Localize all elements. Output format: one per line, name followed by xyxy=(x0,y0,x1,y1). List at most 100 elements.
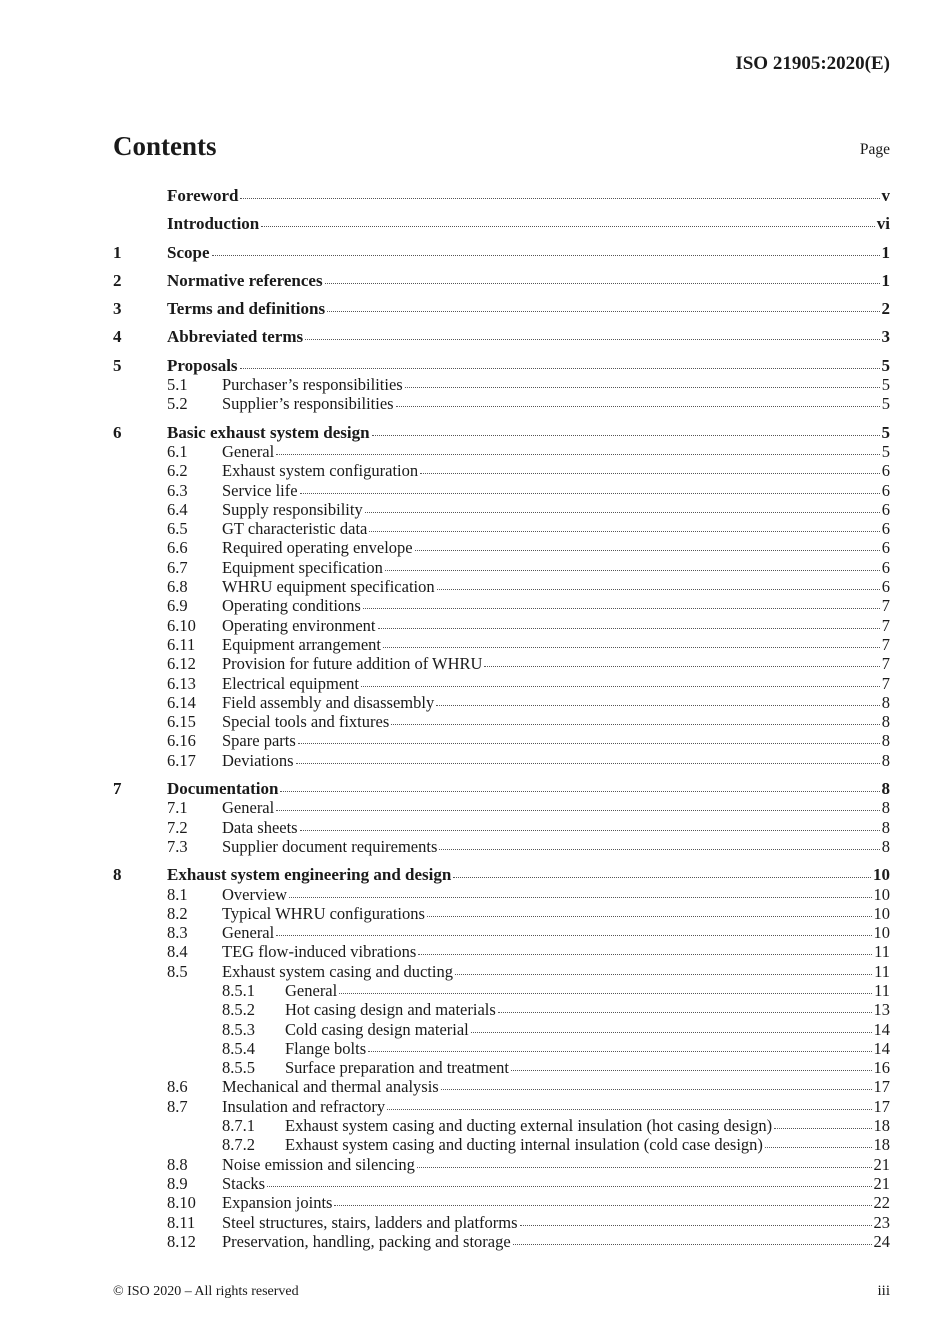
toc-entry[interactable]: 6.9 Operating conditions 7 xyxy=(113,596,890,615)
toc-entry-title: Introduction xyxy=(167,214,260,234)
toc-entry[interactable]: 8.7 Insulation and refractory 17 xyxy=(113,1097,890,1116)
dot-leader xyxy=(276,453,880,455)
toc-entry-page: 7 xyxy=(881,673,890,693)
toc-entry[interactable]: 7.1 General 8 xyxy=(113,798,890,817)
toc-entry[interactable]: 8.5.1 General 11 xyxy=(113,981,890,1000)
toc-entry[interactable]: 6.11 Equipment arrangement 7 xyxy=(113,635,890,654)
toc-entry-number: 7 xyxy=(113,779,122,799)
toc-entry[interactable]: 6.6 Required operating envelope 6 xyxy=(113,538,890,557)
dot-leader xyxy=(377,627,880,629)
toc-entry[interactable]: 6.2 Exhaust system configuration 6 xyxy=(113,461,890,480)
toc-entry[interactable]: 6.16 Spare parts 8 xyxy=(113,731,890,750)
toc-entry[interactable]: 1 Scope 1 xyxy=(113,243,890,262)
toc-entry[interactable]: 7.3 Supplier document requirements 8 xyxy=(113,837,890,856)
toc-entry-number: 8.2 xyxy=(167,903,188,923)
toc-entry-page: 8 xyxy=(881,779,891,799)
toc-entry-title: Preservation, handling, packing and stor… xyxy=(222,1231,511,1251)
toc-entry-number: 6.17 xyxy=(167,750,196,770)
toc-entry[interactable]: 8 Exhaust system engineering and design 10 xyxy=(113,865,890,884)
toc-entry[interactable]: 8.5.3 Cold casing design material 14 xyxy=(113,1020,890,1039)
toc-entry[interactable]: 8.7.2 Exhaust system casing and ducting i… xyxy=(113,1135,890,1154)
toc-entry[interactable]: 8.5.5 Surface preparation and treatment 16 xyxy=(113,1058,890,1077)
toc-entry-page: 10 xyxy=(873,884,891,904)
dot-leader xyxy=(453,877,871,879)
toc-entry[interactable]: 8.11 Steel structures, stairs, ladders an… xyxy=(113,1213,890,1232)
toc-entry-title: WHRU equipment specification xyxy=(222,577,435,597)
toc-entry[interactable]: 2 Normative references 1 xyxy=(113,271,890,290)
dot-leader xyxy=(418,954,873,956)
toc-entry-title: Cold casing design material xyxy=(285,1019,469,1039)
toc-entry-page: 5 xyxy=(881,441,890,461)
toc-entry[interactable]: 8.5.4 Flange bolts 14 xyxy=(113,1039,890,1058)
dot-leader xyxy=(382,646,880,648)
toc-entry-page: 22 xyxy=(873,1193,891,1213)
toc-entry[interactable]: 8.5.2 Hot casing design and materials 13 xyxy=(113,1000,890,1019)
toc-entry[interactable]: 8.10 Expansion joints 22 xyxy=(113,1193,890,1212)
toc-entry[interactable]: 8.12 Preservation, handling, packing and … xyxy=(113,1232,890,1251)
dot-leader xyxy=(439,848,880,850)
dot-leader xyxy=(511,1070,872,1072)
toc-entry[interactable]: 8.5 Exhaust system casing and ducting 11 xyxy=(113,962,890,981)
toc-entry[interactable]: 6.17 Deviations 8 xyxy=(113,751,890,770)
toc-entry-title: Overview xyxy=(222,884,288,904)
toc-entry[interactable]: 6.4 Supply responsibility 6 xyxy=(113,500,890,519)
toc-entry[interactable]: 5.1 Purchaser’s responsibilities 5 xyxy=(113,375,890,394)
toc-entry-number: 8.4 xyxy=(167,942,188,962)
toc-entry[interactable]: 8.6 Mechanical and thermal analysis 17 xyxy=(113,1077,890,1096)
toc-entry[interactable]: 6.14 Field assembly and disassembly 8 xyxy=(113,693,890,712)
toc-entry-page: 6 xyxy=(881,461,890,481)
toc-entry[interactable]: 8.8 Noise emission and silencing 21 xyxy=(113,1155,890,1174)
toc-entry[interactable]: Foreword v xyxy=(113,186,890,205)
toc-entry-page: 2 xyxy=(881,299,891,319)
dot-leader xyxy=(512,1243,872,1245)
toc-entry[interactable]: 7 Documentation 8 xyxy=(113,779,890,798)
toc-entry-page: 6 xyxy=(881,557,890,577)
toc-entry-page: 17 xyxy=(873,1077,891,1097)
toc-entry[interactable]: 6 Basic exhaust system design 5 xyxy=(113,423,890,442)
toc-entry[interactable]: 8.7.1 Exhaust system casing and ducting e… xyxy=(113,1116,890,1135)
toc-entry[interactable]: 6.1 General 5 xyxy=(113,442,890,461)
dot-leader xyxy=(764,1147,872,1149)
toc-entry-number: 4 xyxy=(113,327,122,347)
toc-entry[interactable]: 6.12 Provision for future addition of WHR… xyxy=(113,654,890,673)
page-title: Contents xyxy=(113,131,217,161)
toc-entry-title: General xyxy=(222,441,275,461)
toc-entry[interactable]: 6.3 Service life 6 xyxy=(113,481,890,500)
toc-entry-number: 2 xyxy=(113,270,122,290)
dot-leader xyxy=(416,1166,872,1168)
toc-entry[interactable]: 6.8 WHRU equipment specification 6 xyxy=(113,577,890,596)
toc-entry-title: Hot casing design and materials xyxy=(285,1000,496,1020)
toc-entry[interactable]: 7.2 Data sheets 8 xyxy=(113,818,890,837)
toc-entry-title: Documentation xyxy=(167,779,279,799)
toc-entry[interactable]: 3 Terms and definitions 2 xyxy=(113,299,890,318)
toc-entry-title: Typical WHRU configurations xyxy=(222,903,425,923)
toc-entry[interactable]: 8.1 Overview 10 xyxy=(113,885,890,904)
toc-entry[interactable]: 5 Proposals 5 xyxy=(113,356,890,375)
dot-leader xyxy=(484,666,880,668)
toc-entry[interactable]: 8.3 General 10 xyxy=(113,923,890,942)
toc-entry[interactable]: 6.15 Special tools and fixtures 8 xyxy=(113,712,890,731)
toc-entry[interactable]: Introduction vi xyxy=(113,214,890,233)
toc-entry-number: 5 xyxy=(113,355,122,375)
toc-entry[interactable]: 6.5 GT characteristic data 6 xyxy=(113,519,890,538)
toc-entry[interactable]: 8.4 TEG flow-induced vibrations 11 xyxy=(113,942,890,961)
toc-entry-number: 6.4 xyxy=(167,499,188,519)
toc-entry[interactable]: 6.10 Operating environment 7 xyxy=(113,616,890,635)
toc-entry-title: Special tools and fixtures xyxy=(222,712,390,732)
toc-entry-page: 10 xyxy=(873,903,891,923)
toc-entry[interactable]: 6.13 Electrical equipment 7 xyxy=(113,674,890,693)
toc-entry[interactable]: 5.2 Supplier’s responsibilities 5 xyxy=(113,394,890,413)
toc-entry-number: 8.10 xyxy=(167,1193,196,1213)
toc-entry-page: 8 xyxy=(881,817,890,837)
toc-entry[interactable]: 6.7 Equipment specification 6 xyxy=(113,558,890,577)
toc-entry-number: 3 xyxy=(113,299,122,319)
toc-entry-number: 8.3 xyxy=(167,923,188,943)
toc-entry[interactable]: 8.9 Stacks 21 xyxy=(113,1174,890,1193)
toc-entry-number: 8.11 xyxy=(167,1212,196,1232)
dot-leader xyxy=(362,608,880,610)
toc-entry-title: Supplier document requirements xyxy=(222,836,438,856)
toc-entry[interactable]: 8.2 Typical WHRU configurations 10 xyxy=(113,904,890,923)
dot-leader xyxy=(276,810,880,812)
dot-leader xyxy=(239,367,880,369)
toc-entry[interactable]: 4 Abbreviated terms 3 xyxy=(113,327,890,346)
